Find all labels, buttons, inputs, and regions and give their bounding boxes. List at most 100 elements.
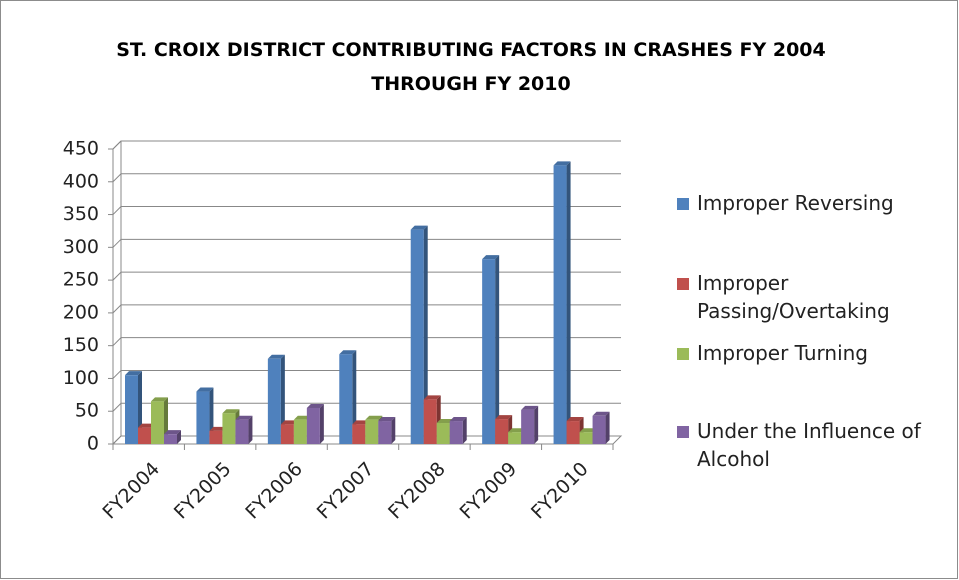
bar-3d	[592, 411, 610, 444]
bar-top	[306, 403, 324, 408]
legend-swatch	[677, 198, 689, 210]
x-tick-label: FY2009	[456, 458, 522, 524]
bar	[164, 434, 177, 444]
bar-3d	[553, 161, 571, 444]
bar-top	[352, 420, 370, 425]
bar	[222, 413, 236, 444]
bar-3d	[164, 430, 181, 444]
bar-top	[138, 423, 155, 428]
bar-3d	[410, 225, 428, 444]
bar	[579, 432, 593, 444]
x-tick-label: FY2010	[527, 458, 593, 524]
bar	[521, 409, 535, 444]
bar-side	[534, 405, 539, 444]
bar-top	[209, 426, 227, 431]
bar-3d	[482, 255, 500, 444]
bar	[235, 419, 249, 444]
bar-top	[125, 371, 142, 376]
bar	[495, 419, 509, 444]
bar	[280, 424, 294, 444]
bar-top	[553, 161, 571, 166]
grid-line	[112, 337, 621, 347]
x-tick-label: FY2008	[384, 458, 450, 524]
grid-line	[112, 173, 621, 183]
legend-label: Improper Turning	[697, 341, 869, 365]
grid-line	[112, 206, 621, 215]
bar-side	[423, 225, 428, 444]
legend-label: Improper Passing/Overtaking	[697, 271, 890, 323]
grid-line	[112, 402, 621, 412]
y-tick-label: 200	[63, 301, 99, 323]
bar	[553, 165, 567, 444]
legend-item: Improper Turning	[677, 339, 947, 367]
bar-side	[391, 417, 396, 444]
legend-swatch	[677, 348, 689, 360]
bar-side	[352, 350, 357, 444]
grid-line	[112, 369, 621, 379]
bar-top	[267, 354, 285, 359]
bar-side	[605, 411, 610, 444]
bar	[339, 354, 353, 444]
chart-title: ST. CROIX DISTRICT CONTRIBUTING FACTORS …	[116, 39, 826, 95]
x-tick-label: FY2006	[241, 458, 307, 524]
bar	[482, 259, 496, 444]
bar	[293, 419, 307, 444]
y-tick-label: 50	[75, 400, 99, 422]
legend-item: Improper Reversing	[677, 189, 947, 217]
legend-item: Improper Passing/Overtaking	[677, 269, 947, 325]
x-tick-label: FY2007	[313, 458, 379, 524]
bar-top	[592, 411, 610, 416]
bar-top	[423, 395, 441, 400]
bar	[196, 391, 210, 444]
bar-top	[365, 415, 383, 420]
bar-top	[482, 255, 500, 260]
bar	[436, 423, 450, 444]
grid-line	[112, 238, 621, 248]
bar-3d	[449, 417, 467, 444]
back-wall	[120, 141, 621, 437]
y-tick-label: 150	[63, 334, 99, 356]
bar-top	[293, 415, 311, 420]
bar-side	[177, 430, 181, 444]
bar-3d	[339, 350, 357, 444]
bar-top	[495, 415, 513, 420]
bar-top	[449, 417, 467, 422]
y-tick-label: 450	[63, 138, 99, 160]
y-tick-label: 400	[63, 170, 99, 192]
bar-3d	[378, 417, 396, 444]
y-tick-label: 250	[63, 269, 99, 291]
bar	[352, 424, 366, 444]
bar-top	[235, 415, 253, 420]
bar-top	[196, 387, 214, 392]
bar-3d	[235, 415, 253, 444]
bar	[138, 427, 151, 444]
bar	[566, 421, 580, 444]
bar-side	[566, 161, 571, 444]
bar	[267, 358, 281, 444]
bar-side	[495, 255, 500, 444]
grid-line	[112, 271, 621, 281]
bar	[508, 432, 522, 444]
bar-top	[566, 417, 584, 422]
x-tick-label: FY2004	[98, 458, 164, 524]
bar-3d	[306, 403, 324, 444]
legend-label: Under the Influence of Alcohol	[697, 419, 921, 471]
bar-3d	[125, 371, 142, 444]
y-tick-label: 0	[87, 433, 99, 455]
grid-line	[112, 140, 621, 150]
legend-swatch	[677, 426, 689, 438]
bar	[306, 407, 320, 444]
bar-side	[248, 415, 253, 444]
bar	[209, 430, 223, 444]
bar-top	[410, 225, 428, 230]
legend-label: Improper Reversing	[697, 191, 894, 215]
legend-swatch	[677, 278, 689, 290]
bar	[378, 421, 392, 444]
bar-top	[521, 405, 539, 410]
bar	[151, 401, 164, 444]
bar-side	[319, 403, 324, 444]
bar-top	[164, 430, 181, 435]
bar-side	[462, 417, 467, 444]
